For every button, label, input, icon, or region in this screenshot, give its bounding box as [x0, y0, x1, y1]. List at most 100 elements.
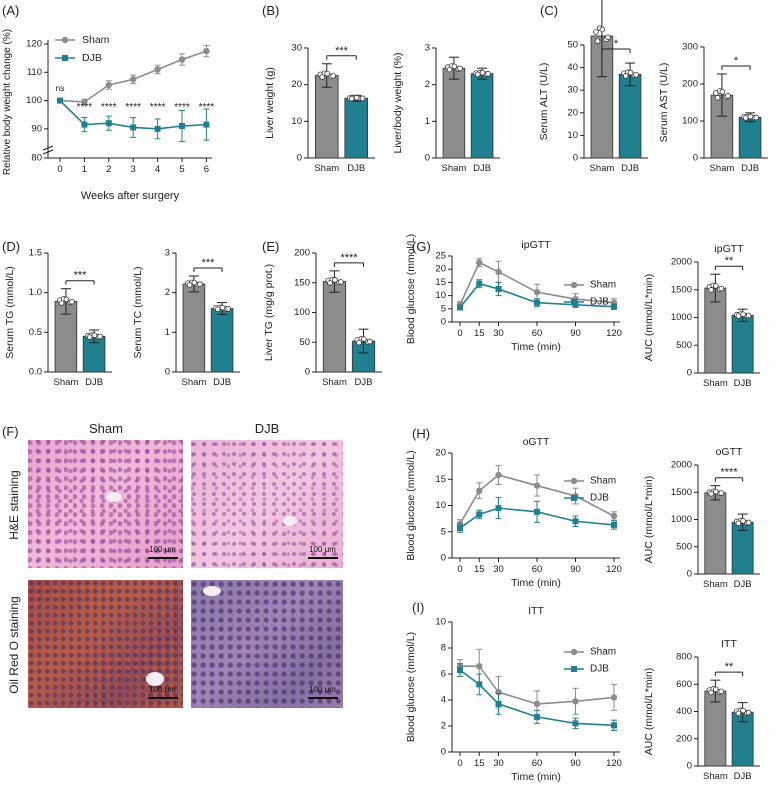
- x-tick-label: 0: [57, 164, 62, 175]
- scale-label: 100 μm: [309, 685, 336, 694]
- y-tick-label: 2: [165, 287, 170, 298]
- legend-marker: [570, 648, 578, 656]
- y-tick-label: 20: [435, 264, 446, 275]
- axis-break: [42, 145, 54, 151]
- y-tick-label: 0: [687, 569, 692, 580]
- series-line-sham: [459, 261, 615, 306]
- data-point: [725, 92, 731, 99]
- data-point-sham: [130, 76, 137, 83]
- data-point-djb: [534, 713, 540, 720]
- y-axis-label: Serum TC (mmol/L): [132, 267, 144, 359]
- y-tick-label: 30: [567, 85, 578, 96]
- y-tick-label: 0: [305, 367, 310, 378]
- y-tick-label: 10: [435, 500, 446, 511]
- y-tick-label: 0: [687, 368, 692, 379]
- data-point-djb: [476, 511, 483, 518]
- data-point: [58, 300, 65, 306]
- y-axis-label: Serum AST (U/L): [658, 63, 670, 143]
- data-point-djb: [457, 525, 463, 532]
- data-point-djb: [476, 280, 483, 287]
- y-tick-label: 6: [441, 669, 446, 680]
- panel-label: (E): [262, 239, 279, 254]
- x-tick-label: DJB: [85, 377, 103, 388]
- y-tick-label: 110: [27, 67, 42, 78]
- data-point-sham: [533, 700, 541, 708]
- y-axis-label: Relative body weight change (%): [2, 29, 13, 175]
- data-point: [708, 490, 714, 497]
- data-point-sham: [476, 487, 483, 494]
- scale-label: 100 μm: [309, 545, 336, 554]
- data-point-djb: [572, 518, 579, 525]
- data-point: [359, 95, 366, 102]
- legend-label: Sham: [82, 34, 110, 46]
- y-tick-label: 0: [297, 153, 302, 164]
- data-point-djb: [203, 121, 210, 128]
- data-point: [747, 113, 754, 120]
- data-point: [753, 114, 759, 121]
- y-tick-label: 800: [676, 652, 692, 663]
- significance-label: *: [614, 38, 619, 50]
- data-point: [324, 70, 331, 77]
- legend-label: DJB: [590, 297, 609, 308]
- significance-label: *: [734, 55, 739, 67]
- data-point: [740, 311, 746, 318]
- x-tick-label: 30: [493, 564, 504, 575]
- y-tick-label: 500: [676, 541, 692, 552]
- y-axis-label: Blood glucose (mmol/L): [405, 234, 417, 344]
- x-tick-label: Sham: [703, 771, 728, 782]
- x-tick-label: DJB: [621, 163, 639, 174]
- x-tick-label: DJB: [213, 377, 231, 388]
- data-point: [97, 333, 103, 340]
- y-axis-label: Liver TG (mg/g prot.): [263, 264, 275, 361]
- data-point-djb: [154, 125, 161, 132]
- y-tick-label: 1.0: [29, 287, 42, 298]
- histology-he-djb: 100 μm: [191, 440, 343, 568]
- x-tick-label: Sham: [322, 377, 347, 388]
- bar-djb: [344, 97, 369, 159]
- data-point-sham: [476, 663, 483, 670]
- y-tick-label: 2000: [671, 460, 692, 471]
- y-tick-label: 200: [682, 79, 698, 90]
- chart-title: oGTT: [523, 436, 550, 448]
- panel-label: (F): [2, 424, 19, 439]
- y-tick-label: 10: [291, 116, 302, 127]
- y-tick-label: 600: [676, 679, 692, 690]
- x-tick-label: Sham: [314, 163, 339, 174]
- legend-label: Sham: [590, 476, 616, 487]
- data-point: [337, 279, 344, 285]
- y-axis-label: Serum TG (mmol/L): [4, 266, 16, 359]
- x-tick-label: DJB: [734, 771, 752, 782]
- x-tick-label: 0: [457, 564, 462, 575]
- bar-djb: [731, 314, 754, 374]
- y-tick-label: 40: [567, 62, 578, 73]
- x-tick-label: 3: [131, 164, 136, 175]
- data-point: [740, 518, 746, 524]
- bar-sham: [314, 75, 339, 159]
- data-point-sham: [495, 471, 502, 479]
- data-point-sham: [610, 512, 618, 520]
- chart-title: ipGTT: [714, 243, 744, 255]
- data-point-sham: [476, 259, 483, 266]
- x-tick-label: DJB: [355, 377, 373, 388]
- legend-marker: [570, 477, 578, 485]
- data-point: [485, 71, 491, 77]
- axis-break: [42, 149, 54, 155]
- x-tick-label: Sham: [710, 163, 735, 174]
- y-tick-label: 30: [291, 43, 302, 54]
- data-point: [712, 686, 719, 693]
- histology-column-label: DJB: [255, 421, 280, 436]
- bar-sham: [704, 492, 727, 575]
- y-tick-label: 500: [676, 340, 692, 351]
- x-tick-label: 4: [155, 164, 160, 175]
- data-point: [735, 710, 742, 717]
- y-axis-label: Serum ALT (U/L): [538, 63, 550, 141]
- data-point: [718, 490, 725, 496]
- y-tick-label: 10: [567, 130, 578, 141]
- data-point: [219, 304, 226, 311]
- x-tick-label: 30: [493, 758, 504, 769]
- y-tick-label: 1500: [671, 284, 692, 295]
- y-tick-label: 80: [31, 153, 42, 164]
- y-tick-label: 100: [682, 116, 698, 127]
- y-tick-label: 8: [441, 643, 446, 654]
